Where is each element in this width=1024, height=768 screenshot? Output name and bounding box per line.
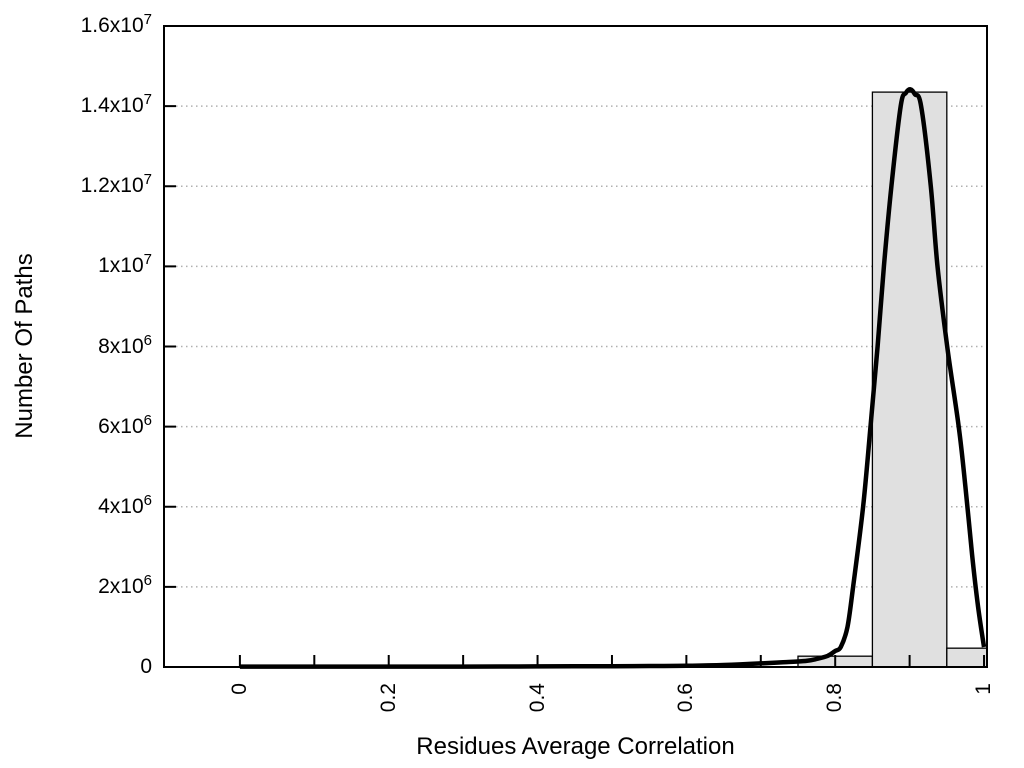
y-axis-title: Number Of Paths xyxy=(11,253,38,439)
y-tick-label: 1.4x107 xyxy=(80,91,152,118)
y-tick-label: 0 xyxy=(140,655,152,678)
y-tick-label: 1x107 xyxy=(98,251,152,278)
x-tick-label: 1 xyxy=(972,683,996,695)
histogram-bar xyxy=(871,91,948,668)
fit-curve xyxy=(239,87,987,669)
y-tick-label: 2x106 xyxy=(98,571,152,598)
x-tick-label: 0.8 xyxy=(823,683,847,713)
y-tick-label: 1.2x107 xyxy=(80,171,152,198)
x-tick-label: 0.2 xyxy=(376,683,400,713)
y-tick-label: 4x106 xyxy=(98,491,152,518)
x-axis-title: Residues Average Correlation xyxy=(416,733,735,760)
x-tick-label: 0.6 xyxy=(674,683,698,713)
y-tick-label: 8x106 xyxy=(98,331,152,358)
y-tick-label: 6x106 xyxy=(98,411,152,438)
x-tick-label: 0 xyxy=(227,683,251,695)
y-tick-label: 1.6x107 xyxy=(80,11,152,37)
x-tick-label: 0.4 xyxy=(525,683,549,713)
histogram-bar xyxy=(946,647,988,668)
